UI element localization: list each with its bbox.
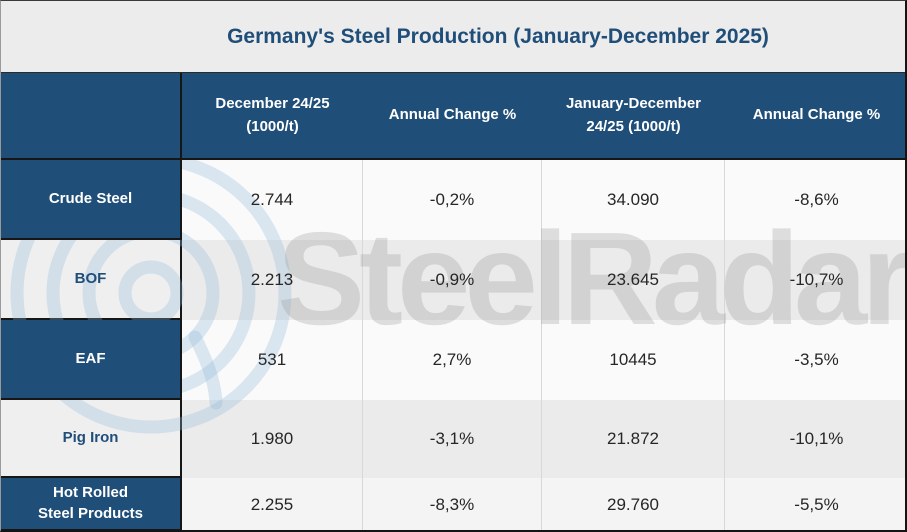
cell-value: 531 bbox=[257, 350, 287, 369]
cell-value: 34.090 bbox=[607, 190, 659, 209]
table-cell: -0,2% bbox=[363, 160, 542, 240]
table-cell: -3,1% bbox=[363, 400, 542, 478]
cell-value: -8,3% bbox=[429, 494, 475, 514]
table-cell: 21.872 bbox=[542, 400, 725, 478]
table-cell: 2.744 bbox=[182, 160, 363, 240]
table-cell: 23.645 bbox=[542, 240, 725, 320]
table-cell: -8,6% bbox=[725, 160, 905, 240]
row-label: Pig Iron bbox=[1, 400, 182, 478]
table-cell: 34.090 bbox=[542, 160, 725, 240]
cell-value: -10,7% bbox=[789, 270, 844, 289]
table-cell: 10445 bbox=[542, 320, 725, 400]
table-cell: 29.760 bbox=[542, 478, 725, 530]
table-cell: -10,7% bbox=[725, 240, 905, 320]
cell-value: 21.872 bbox=[607, 429, 659, 448]
cell-value: 2.213 bbox=[250, 270, 294, 289]
column-header-december: December 24/25 (1000/t) bbox=[182, 73, 363, 160]
data-table: December 24/25 (1000/t) Annual Change % … bbox=[1, 73, 905, 530]
table-cell: -3,5% bbox=[725, 320, 905, 400]
cell-value: 29.760 bbox=[607, 494, 659, 514]
column-header-annual-change-2: Annual Change % bbox=[725, 73, 905, 160]
row-label-text: BOF bbox=[74, 269, 107, 287]
cell-value: -3,5% bbox=[794, 350, 839, 369]
column-header-annual-change-1: Annual Change % bbox=[363, 73, 542, 160]
row-label: EAF bbox=[1, 320, 182, 400]
cell-value: 2.255 bbox=[250, 494, 294, 514]
cell-value: -0,9% bbox=[429, 270, 475, 289]
column-header-corner bbox=[1, 73, 182, 160]
cell-value: -0,2% bbox=[429, 190, 475, 209]
cell-value: 2,7% bbox=[432, 350, 472, 369]
cell-value: 2.744 bbox=[250, 190, 294, 209]
column-header-text: Annual Change % bbox=[752, 106, 881, 124]
cell-value: -3,1% bbox=[429, 429, 475, 448]
cell-value: 1.980 bbox=[250, 429, 294, 448]
table-cell: 1.980 bbox=[182, 400, 363, 478]
cell-value: -10,1% bbox=[789, 429, 844, 448]
title-bar: Germany's Steel Production (January-Dece… bbox=[1, 1, 905, 73]
row-label-text: EAF bbox=[75, 349, 106, 367]
table-cell: -10,1% bbox=[725, 400, 905, 478]
cell-value: -8,6% bbox=[794, 190, 839, 209]
table-cell: 2,7% bbox=[363, 320, 542, 400]
table-cell: 531 bbox=[182, 320, 363, 400]
cell-value: -5,5% bbox=[794, 494, 839, 514]
row-label: BOF bbox=[1, 240, 182, 320]
row-label: Hot Rolled Steel Products bbox=[1, 478, 182, 530]
column-header-text: January-December 24/25 (1000/t) bbox=[565, 95, 702, 135]
column-header-january-december: January-December 24/25 (1000/t) bbox=[542, 73, 725, 160]
row-label-text: Crude Steel bbox=[48, 189, 133, 207]
row-label-text: Hot Rolled Steel Products bbox=[37, 484, 144, 522]
row-label-text: Pig Iron bbox=[62, 428, 119, 446]
cell-value: 10445 bbox=[609, 350, 657, 369]
cell-value: 23.645 bbox=[607, 270, 659, 289]
column-header-text: Annual Change % bbox=[388, 106, 517, 124]
table-cell: 2.255 bbox=[182, 478, 363, 530]
column-header-text: December 24/25 (1000/t) bbox=[215, 95, 330, 135]
table-cell: 2.213 bbox=[182, 240, 363, 320]
page-title: Germany's Steel Production (January-Dece… bbox=[227, 25, 769, 48]
table-cell: -8,3% bbox=[363, 478, 542, 530]
table-cell: -0,9% bbox=[363, 240, 542, 320]
table-cell: -5,5% bbox=[725, 478, 905, 530]
row-label: Crude Steel bbox=[1, 160, 182, 240]
